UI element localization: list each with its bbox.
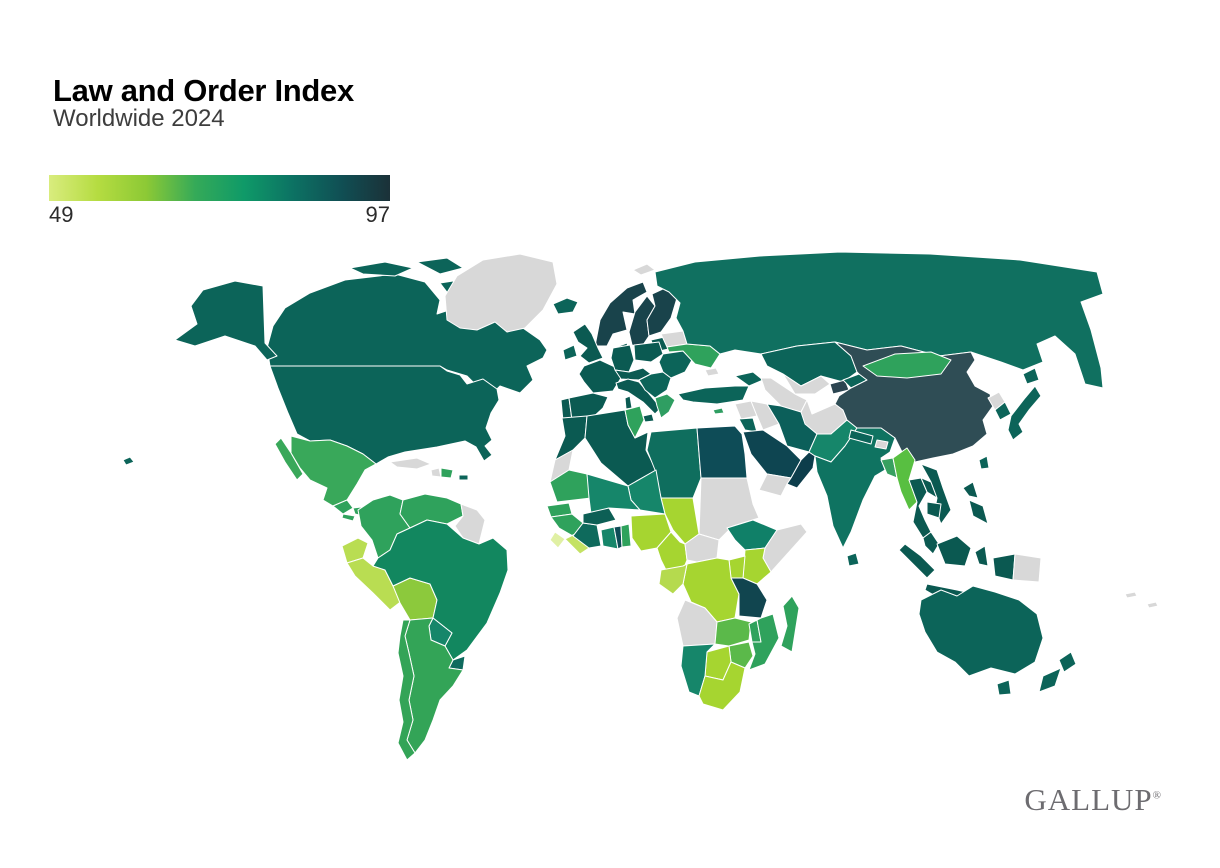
country-japan-honshu[interactable]: [1007, 385, 1042, 441]
region-pacific-islands[interactable]: [1124, 591, 1159, 609]
country-canada-arctic-1[interactable]: [349, 261, 414, 277]
territory-svalbard[interactable]: [632, 263, 656, 276]
country-australia-tasmania[interactable]: [996, 679, 1012, 696]
country-mexico-baja[interactable]: [274, 437, 304, 481]
country-malaysia[interactable]: [922, 531, 940, 555]
country-usa-alaska[interactable]: [174, 280, 278, 361]
country-sierra-leone[interactable]: [549, 531, 566, 549]
country-new-zealand-north[interactable]: [1058, 651, 1077, 673]
legend-gradient-bar: [49, 175, 390, 201]
country-tunisia[interactable]: [624, 405, 645, 439]
country-iraq[interactable]: [750, 400, 780, 431]
country-vietnam[interactable]: [920, 463, 952, 525]
country-sri-lanka[interactable]: [846, 552, 860, 567]
country-chile[interactable]: [397, 619, 416, 761]
country-russia[interactable]: [654, 251, 1104, 389]
country-greece[interactable]: [654, 393, 676, 419]
country-indonesia-sumatra[interactable]: [898, 543, 936, 579]
world-map-svg: [122, 251, 1159, 761]
country-new-zealand-south[interactable]: [1038, 667, 1062, 693]
country-madagascar[interactable]: [780, 595, 800, 653]
country-papua-new-guinea[interactable]: [1012, 553, 1042, 583]
country-cambodia[interactable]: [926, 501, 942, 519]
country-yemen[interactable]: [758, 473, 792, 497]
country-philippines-luzon[interactable]: [962, 481, 979, 499]
region-israel-jordan[interactable]: [738, 417, 758, 433]
registered-trademark-icon: ®: [1152, 789, 1162, 802]
country-germany[interactable]: [610, 344, 635, 373]
region-crimea[interactable]: [704, 367, 720, 377]
country-venezuela[interactable]: [399, 493, 464, 529]
country-cote-divoire[interactable]: [572, 522, 602, 549]
country-bhutan[interactable]: [874, 439, 889, 450]
country-japan-hokkaido[interactable]: [1022, 367, 1040, 385]
country-el-salvador[interactable]: [341, 513, 356, 522]
country-dominican-republic[interactable]: [440, 467, 454, 479]
legend-min-label: 49: [49, 202, 74, 227]
country-indonesia-borneo[interactable]: [936, 535, 972, 567]
country-mali[interactable]: [586, 473, 641, 515]
country-mozambique[interactable]: [748, 613, 780, 671]
country-canada-arctic-2[interactable]: [416, 257, 464, 275]
country-uganda[interactable]: [728, 555, 746, 579]
country-tanzania[interactable]: [730, 577, 768, 619]
country-brazil[interactable]: [372, 519, 509, 661]
country-burkina-faso[interactable]: [582, 507, 617, 526]
country-zambia[interactable]: [714, 617, 752, 647]
gallup-logo: GALLUP®: [1024, 782, 1162, 818]
region-caucasus[interactable]: [734, 371, 764, 387]
country-italy-sicily[interactable]: [642, 413, 655, 423]
country-italy[interactable]: [615, 378, 662, 415]
country-ecuador[interactable]: [341, 537, 369, 564]
country-mexico[interactable]: [290, 435, 377, 507]
country-ireland[interactable]: [562, 344, 578, 361]
country-australia[interactable]: [918, 585, 1044, 677]
region-balkans[interactable]: [638, 371, 672, 399]
world-choropleth-map[interactable]: [95, 248, 1195, 768]
country-taiwan[interactable]: [978, 455, 990, 470]
country-haiti[interactable]: [430, 467, 442, 478]
page-title: Law and Order Index: [53, 72, 354, 108]
country-south-korea[interactable]: [994, 401, 1012, 421]
country-france[interactable]: [578, 359, 622, 394]
country-thailand[interactable]: [908, 477, 932, 539]
country-turkey[interactable]: [677, 385, 750, 405]
legend-max-label: 97: [365, 202, 390, 227]
country-turkmenistan[interactable]: [760, 377, 808, 413]
country-nepal[interactable]: [848, 429, 874, 445]
country-indonesia-sulawesi[interactable]: [974, 545, 989, 567]
country-puerto-rico[interactable]: [458, 474, 469, 481]
country-egypt[interactable]: [696, 425, 748, 479]
country-dr-congo[interactable]: [682, 557, 740, 623]
country-usa-hawaii[interactable]: [122, 456, 135, 466]
country-mongolia[interactable]: [862, 351, 952, 379]
country-cuba[interactable]: [389, 457, 432, 470]
country-united-kingdom[interactable]: [572, 323, 604, 364]
country-south-africa[interactable]: [698, 661, 746, 711]
country-norway[interactable]: [594, 281, 648, 347]
country-indonesia-papua[interactable]: [992, 553, 1016, 581]
page-subtitle: Worldwide 2024: [53, 105, 225, 132]
region-congo-gabon[interactable]: [658, 563, 688, 595]
legend-labels: 49 97: [49, 202, 390, 228]
country-poland[interactable]: [633, 341, 664, 363]
gallup-logo-text: GALLUP: [1024, 782, 1153, 817]
country-cyprus[interactable]: [712, 407, 725, 415]
country-benin[interactable]: [620, 523, 632, 548]
country-iceland[interactable]: [552, 297, 579, 315]
country-italy-sardinia[interactable]: [624, 395, 633, 410]
country-greenland[interactable]: [444, 253, 558, 333]
country-philippines-mindanao[interactable]: [968, 499, 989, 525]
